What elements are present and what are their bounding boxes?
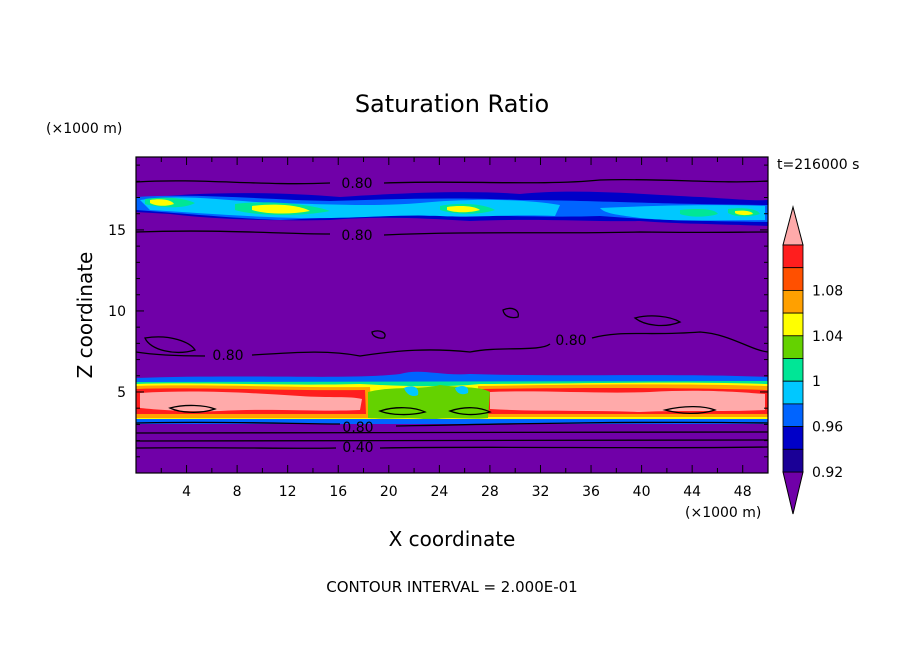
colorbar-swatch	[782, 403, 804, 427]
colorbar-swatch	[782, 426, 804, 450]
colorbar-label: 0.96	[812, 420, 843, 436]
y-axis-title: Z coordinate	[73, 252, 97, 379]
x-tick-label: 32	[532, 484, 550, 500]
colorbar-swatch	[782, 267, 804, 291]
contour-label: 0.80	[342, 420, 373, 436]
x-axis-ticks: 4 8 12 16 20 24 28 32 36 40 44 48	[160, 157, 752, 500]
colorbar-swatch	[782, 448, 804, 473]
x-axis-title: X coordinate	[389, 527, 516, 551]
contour-label: 0.80	[341, 176, 372, 192]
lower-layer-mixed-cyan	[404, 385, 469, 397]
contour-line	[136, 421, 768, 427]
contour-line	[371, 307, 682, 339]
colorbar-swatch	[782, 335, 804, 359]
contour-label: 0.40	[342, 440, 373, 456]
contour-line	[136, 178, 768, 185]
y-unit-label: (×1000 m)	[46, 121, 122, 137]
contour-label: 0.80	[341, 228, 372, 244]
contour-line	[168, 404, 717, 416]
x-tick-label: 36	[582, 484, 600, 500]
lower-layer-base	[136, 419, 768, 424]
colorbar-swatch	[782, 358, 804, 382]
contour-line	[136, 446, 768, 449]
colorbar-swatch	[782, 289, 804, 314]
contour-label: 0.80	[212, 348, 243, 364]
x-tick-label: 48	[734, 484, 752, 500]
x-tick-label: 24	[430, 484, 448, 500]
x-unit-label: (×1000 m)	[685, 505, 761, 521]
x-tick-label: 44	[683, 484, 701, 500]
colorbar-under-arrow	[782, 471, 804, 515]
y-axis-ticks: 5 10 15	[108, 164, 768, 458]
contour-line	[136, 230, 768, 236]
y-tick-label: 5	[117, 385, 126, 401]
colorbar-label: 1.04	[812, 329, 843, 345]
upper-layer-yellow	[150, 199, 753, 216]
x-tick-label: 16	[329, 484, 347, 500]
colorbar-swatch	[782, 244, 804, 269]
x-tick-label: 8	[233, 484, 242, 500]
x-tick-label: 28	[481, 484, 499, 500]
lower-layer-mixed	[368, 385, 490, 420]
contour-lines	[136, 178, 768, 449]
y-tick-label: 15	[108, 223, 126, 239]
colorbar-label: 1	[812, 374, 821, 390]
colorbar-swatch	[782, 380, 804, 405]
x-tick-label: 12	[279, 484, 297, 500]
contour-interval-label: CONTOUR INTERVAL = 2.000E-01	[326, 578, 577, 596]
y-tick-label: 10	[108, 304, 126, 320]
plot-frame	[135, 156, 769, 474]
field-layers	[136, 191, 768, 424]
colorbar: 0.92 0.96 1 1.04 1.08	[782, 205, 843, 515]
contour-line	[136, 331, 768, 357]
contour-line	[136, 431, 768, 434]
chart-title: Saturation Ratio	[355, 90, 549, 118]
contour-label: 0.80	[555, 333, 586, 349]
colorbar-over-arrow	[782, 205, 804, 246]
time-label: t=216000 s	[777, 157, 859, 173]
lower-layer-top-edge	[136, 371, 768, 382]
x-tick-label: 20	[380, 484, 398, 500]
x-tick-label: 4	[182, 484, 191, 500]
colorbar-swatch	[782, 312, 804, 337]
contour-labels: 0.80 0.80 0.80 0.80 0.80 0.40	[212, 176, 586, 456]
lower-layer-pink	[140, 390, 765, 412]
colorbar-label: 0.92	[812, 465, 843, 481]
contour-line	[136, 439, 768, 442]
colorbar-label: 1.08	[812, 283, 843, 299]
x-tick-label: 40	[633, 484, 651, 500]
